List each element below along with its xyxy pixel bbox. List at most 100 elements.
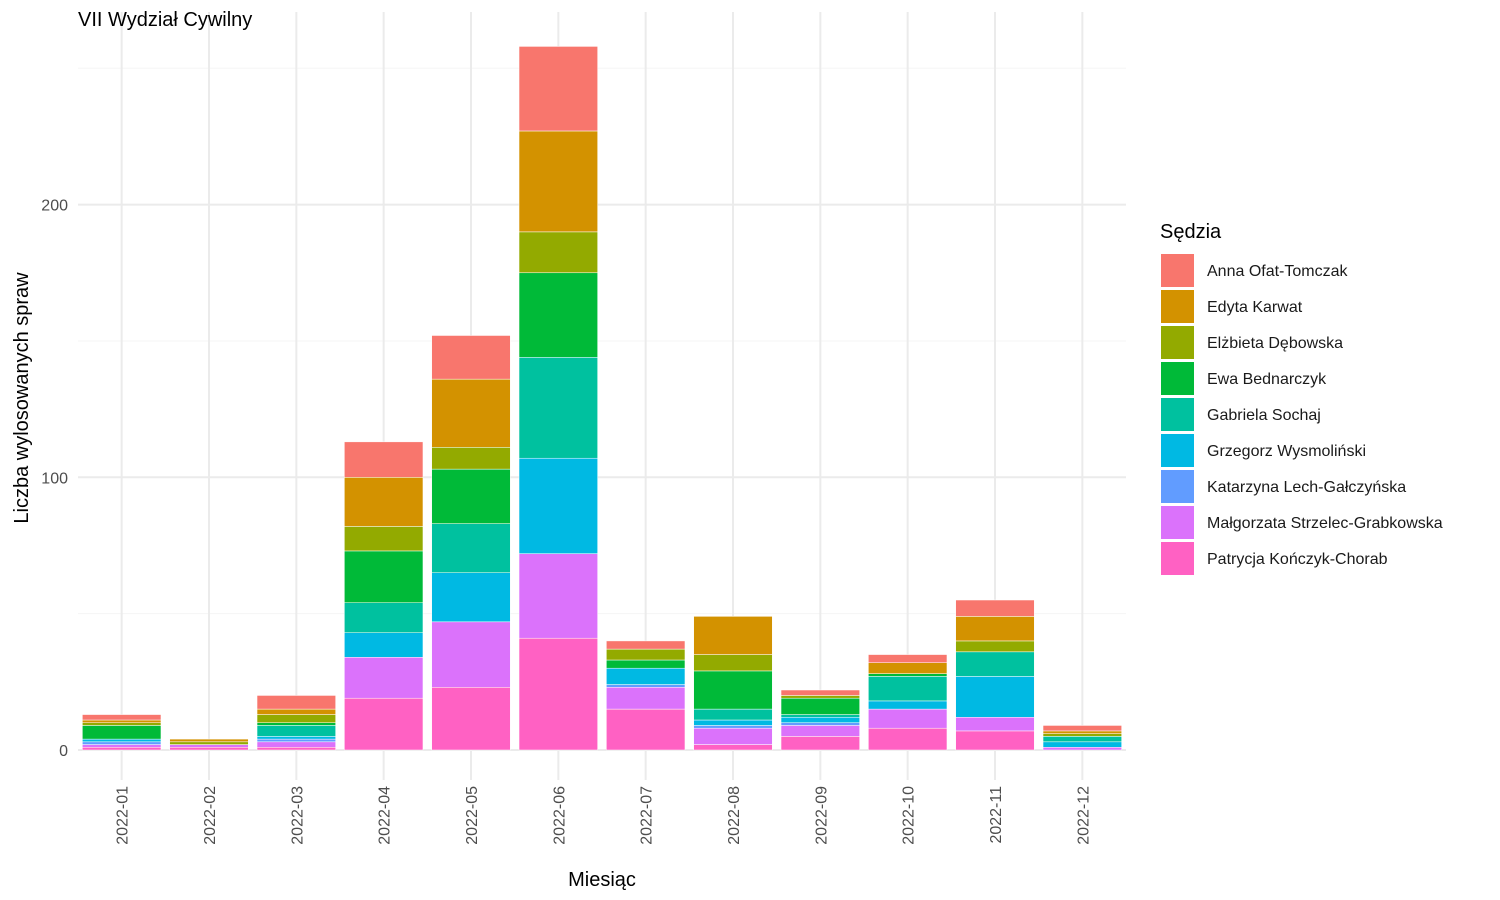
bar-segment	[82, 741, 162, 745]
bar-segment	[518, 553, 598, 639]
bar-segment	[518, 457, 598, 554]
bar-segment	[344, 441, 424, 478]
bar-segment	[518, 272, 598, 358]
x-tick-label: 2022-04	[377, 786, 394, 845]
y-tick-label: 0	[59, 743, 68, 760]
x-axis-title: Miesiąc	[568, 869, 636, 891]
bar-segment	[780, 736, 860, 751]
bar-segment	[431, 621, 511, 688]
bar-segment	[431, 523, 511, 573]
y-tick-label: 200	[41, 198, 68, 215]
bar-segment	[780, 722, 860, 726]
legend-swatch	[1161, 362, 1194, 395]
bar-segment	[518, 357, 598, 459]
bar-segment	[693, 654, 773, 672]
bar-segment	[344, 657, 424, 699]
chart-title: VII Wydział Cywilny	[78, 9, 252, 31]
bar-segment	[606, 667, 686, 685]
bar-segment	[955, 599, 1035, 617]
bar-segment	[868, 708, 948, 729]
bar-segment	[82, 714, 162, 721]
bar-segment	[431, 572, 511, 623]
bar-segment	[431, 468, 511, 524]
bar-segment	[1042, 736, 1122, 743]
legend-swatch	[1161, 290, 1194, 323]
bar-segment	[518, 637, 598, 751]
legend-label: Małgorzata Strzelec-Grabkowska	[1207, 515, 1443, 532]
legend-swatch	[1161, 434, 1194, 467]
legend: Sędzia Anna Ofat-Tomczak Edyta Karwat Elżb…	[1160, 221, 1443, 575]
bar-segment	[606, 687, 686, 710]
legend-label: Katarzyna Lech-Gałczyńska	[1207, 479, 1406, 496]
bar-segment	[344, 602, 424, 633]
bar-segment	[868, 673, 948, 677]
bar-segment	[169, 738, 249, 743]
bar-segment	[169, 741, 249, 745]
legend-swatch	[1161, 542, 1194, 575]
bar-segment	[780, 714, 860, 718]
bar-segment	[606, 708, 686, 751]
legend-swatch	[1161, 326, 1194, 359]
legend-swatch	[1161, 254, 1194, 287]
bar-segment	[82, 747, 162, 751]
bar-segment	[693, 727, 773, 745]
bar-segment	[955, 676, 1035, 718]
bar-segment	[256, 708, 336, 715]
bar-segment	[955, 717, 1035, 732]
bar-segment	[344, 632, 424, 658]
bar-segment	[431, 447, 511, 470]
bar-segment	[256, 738, 336, 743]
legend-label: Elżbieta Dębowska	[1207, 335, 1343, 352]
bar-segment	[780, 695, 860, 699]
x-tick-label: 2022-05	[464, 786, 481, 845]
legend-swatch	[1161, 506, 1194, 539]
bar-segment	[518, 46, 598, 132]
bar-segment	[256, 725, 336, 737]
bar-segment	[693, 708, 773, 721]
bar-segment	[169, 744, 249, 748]
bar-segment	[82, 722, 162, 726]
legend-label: Grzegorz Wysmoliński	[1207, 443, 1366, 460]
bar-segment	[606, 648, 686, 661]
bar-segment	[1042, 741, 1122, 748]
bar-segment	[1042, 725, 1122, 732]
bar-segment	[780, 697, 860, 715]
bar-segment	[256, 736, 336, 740]
x-tick-label: 2022-06	[551, 786, 568, 845]
x-tick-label: 2022-10	[901, 786, 918, 845]
bar-segment	[868, 700, 948, 710]
bar-segment	[344, 697, 424, 751]
bar-segment	[693, 744, 773, 751]
bar-segment	[518, 231, 598, 274]
bar-segment	[1042, 730, 1122, 734]
bar-segment	[955, 651, 1035, 677]
bar-segment	[606, 684, 686, 688]
bar-segment	[1042, 733, 1122, 737]
bar-segment	[693, 670, 773, 710]
legend-label: Gabriela Sochaj	[1207, 407, 1321, 424]
bar-segment	[256, 741, 336, 748]
bar-segment	[431, 335, 511, 380]
legend-label: Edyta Karwat	[1207, 299, 1303, 316]
bar-segment	[1042, 747, 1122, 751]
bar-segment	[344, 477, 424, 527]
legend-label: Patrycja Kończyk-Chorab	[1207, 551, 1388, 568]
bar-segment	[256, 695, 336, 710]
x-tick-label: 2022-11	[988, 786, 1005, 844]
bar-segment	[169, 747, 249, 751]
x-axis-ticks: 2022-01 2022-02 2022-03 2022-04 2022-05 2022-…	[115, 786, 1093, 845]
bar-segment	[82, 725, 162, 740]
legend-swatch	[1161, 470, 1194, 503]
bar-segment	[868, 727, 948, 751]
bar-segment	[256, 714, 336, 723]
x-tick-label: 2022-03	[289, 786, 306, 845]
bar-segment	[780, 689, 860, 696]
legend-label: Anna Ofat-Tomczak	[1207, 263, 1349, 280]
bar-segment	[431, 687, 511, 751]
y-tick-label: 100	[41, 470, 68, 487]
y-axis-title: Liczba wylosowanych spraw	[11, 272, 33, 524]
bar-segment	[955, 616, 1035, 642]
x-tick-label: 2022-07	[639, 786, 656, 845]
bar-segment	[606, 659, 686, 669]
